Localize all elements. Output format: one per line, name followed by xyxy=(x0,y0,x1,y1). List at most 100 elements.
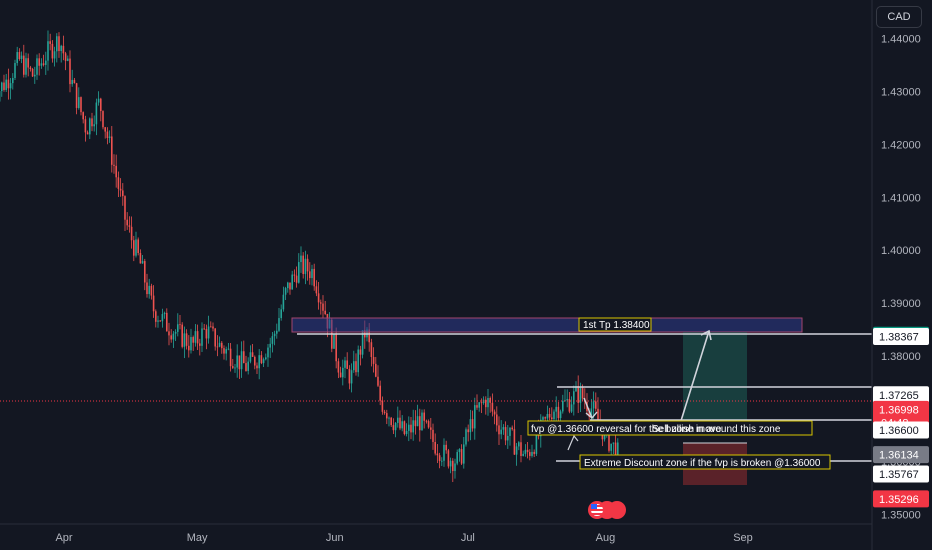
candle-body xyxy=(355,361,357,373)
candle-body xyxy=(504,427,507,441)
candle-body xyxy=(106,131,109,138)
candle-body xyxy=(115,165,117,178)
candle-body xyxy=(170,335,172,340)
candle-body xyxy=(352,361,355,371)
tp-label: 1st Tp 1.38400 xyxy=(583,320,650,331)
fvp-label: fvp @1.36600 reversal for the bullish mo… xyxy=(531,424,722,435)
candle-body xyxy=(183,333,186,347)
candle-body xyxy=(449,460,452,467)
candle-body xyxy=(390,417,392,426)
candle-body xyxy=(399,417,401,429)
candle-body xyxy=(62,45,65,54)
candle-body xyxy=(383,411,386,414)
candle-body xyxy=(262,359,265,364)
candle-body xyxy=(520,442,522,456)
candle-body xyxy=(597,408,599,421)
candle-body xyxy=(610,443,612,451)
candle-body xyxy=(502,427,505,430)
candle-body xyxy=(335,334,337,362)
price-badge xyxy=(873,490,929,508)
candle-body xyxy=(154,311,157,322)
candle-body xyxy=(311,268,313,279)
candle-body xyxy=(333,334,335,349)
currency-button[interactable]: CAD xyxy=(876,6,922,28)
candle-body xyxy=(544,417,546,419)
candle-body xyxy=(308,271,311,279)
discount-label: Extreme Discount zone if the fvp is brok… xyxy=(584,458,821,469)
candle-body xyxy=(372,356,375,364)
tp-zone[interactable] xyxy=(291,317,803,333)
candle-body xyxy=(436,453,439,456)
candle-body xyxy=(416,416,419,427)
target-zone[interactable] xyxy=(683,332,747,423)
candle-body xyxy=(194,331,197,343)
candle-body xyxy=(126,219,128,226)
candle-body xyxy=(234,367,236,369)
tp-label-box[interactable] xyxy=(578,317,652,332)
candle-body xyxy=(278,318,280,331)
candle-body xyxy=(271,336,274,344)
candle-body xyxy=(339,372,342,378)
candle-body xyxy=(27,58,29,68)
x-tick-label: Apr xyxy=(55,532,72,544)
candle-body xyxy=(592,401,595,409)
candle-body xyxy=(465,429,467,445)
price-badge-text: 1.36134 xyxy=(879,450,919,462)
y-tick-label: 1.35000 xyxy=(881,510,921,522)
candle-body xyxy=(401,421,403,429)
candle-body xyxy=(157,320,159,322)
candle-body xyxy=(229,348,232,367)
economic-events[interactable] xyxy=(588,501,626,519)
candle-body xyxy=(462,444,465,464)
candle-body xyxy=(80,97,82,113)
candle-body xyxy=(286,282,289,289)
candle-body xyxy=(165,312,168,332)
candle-body xyxy=(47,41,49,61)
candle-body xyxy=(535,428,538,454)
candle-body xyxy=(487,397,489,408)
candle-body xyxy=(3,82,5,90)
candle-body xyxy=(458,449,461,453)
candle-body xyxy=(192,337,194,343)
candle-body xyxy=(212,326,214,329)
candle-body xyxy=(412,420,414,433)
candle-body xyxy=(350,370,353,384)
arrow-up-icon[interactable] xyxy=(679,330,710,425)
candle-body xyxy=(216,346,219,348)
price-axis[interactable]: 1.44000 1.43000 1.42000 1.41000 1.40000 1.390… xyxy=(881,34,921,522)
candle-body xyxy=(368,329,370,343)
candle-body xyxy=(317,293,320,303)
candle-body xyxy=(231,366,234,368)
candle-body xyxy=(44,60,47,65)
candle-body xyxy=(324,310,326,315)
candle-body xyxy=(491,402,494,412)
candle-body xyxy=(322,303,324,311)
candle-body xyxy=(152,295,155,312)
candle-body xyxy=(297,262,300,283)
time-axis[interactable]: Apr May Jun Jul Aug Sep xyxy=(55,532,752,544)
candle-body xyxy=(108,136,111,138)
candle-body xyxy=(196,331,199,344)
candle-body xyxy=(454,463,456,472)
candle-body xyxy=(460,449,463,464)
candle-body xyxy=(240,351,243,370)
candle-body xyxy=(181,324,183,347)
candle-body xyxy=(36,58,38,75)
candle-body xyxy=(135,239,137,256)
x-tick-label: May xyxy=(187,532,208,544)
candle-body xyxy=(469,419,472,433)
candle-body xyxy=(572,391,575,405)
candle-body xyxy=(176,324,179,332)
fvp-label-box[interactable] xyxy=(527,420,813,436)
candle-body xyxy=(31,68,34,77)
candle-body xyxy=(218,342,221,347)
candle-body xyxy=(348,368,351,384)
candle-body xyxy=(66,58,69,61)
arrow-down-icon[interactable] xyxy=(583,397,593,419)
candle-body xyxy=(236,355,238,368)
discount-label-box[interactable] xyxy=(579,454,831,470)
candle-body xyxy=(511,427,513,430)
price-badge xyxy=(873,421,929,439)
event-icon[interactable] xyxy=(608,501,626,519)
